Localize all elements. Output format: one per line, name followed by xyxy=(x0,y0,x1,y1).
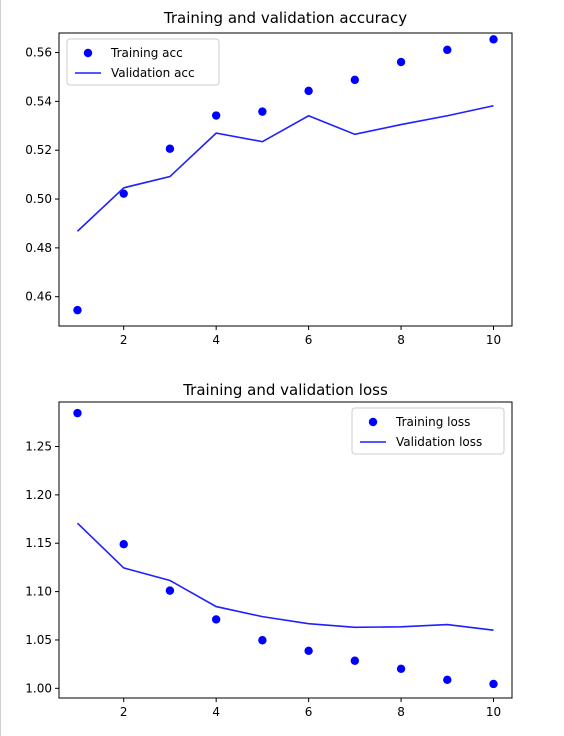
series-line-validation-acc xyxy=(76,104,494,232)
x-tick-label: 8 xyxy=(397,333,405,347)
data-point-training-acc xyxy=(396,57,406,67)
data-point-training-loss xyxy=(258,636,267,645)
data-point-training-loss xyxy=(443,675,452,685)
plot-frame xyxy=(58,32,513,327)
y-tick-label: 1.15 xyxy=(25,536,52,550)
x-tick-label: 4 xyxy=(212,333,220,347)
data-point-training-loss xyxy=(119,539,128,549)
legend-label: Validation acc xyxy=(111,66,195,80)
data-point-training-acc xyxy=(119,189,128,198)
y-tick-label: 0.56 xyxy=(25,46,52,60)
x-tick-label: 4 xyxy=(212,705,220,719)
x-tick-label: 8 xyxy=(397,705,405,719)
plot-frame xyxy=(58,401,513,699)
data-point-training-acc xyxy=(489,35,498,44)
data-point-training-acc xyxy=(304,86,313,96)
x-tick-label: 6 xyxy=(305,333,313,347)
y-tick-label: 1.05 xyxy=(25,633,52,647)
y-tick-label: 1.25 xyxy=(25,439,52,453)
y-tick-label: 1.10 xyxy=(25,585,52,599)
y-tick-label: 0.52 xyxy=(25,143,52,157)
x-tick-label: 6 xyxy=(305,705,313,719)
legend-box xyxy=(351,407,505,455)
chart-loss: Training and validation loss 2 4 6 8 10 1.00 1.… xyxy=(25,381,513,719)
y-tick-label: 1.00 xyxy=(25,681,52,695)
series-line-validation-loss xyxy=(76,522,494,631)
data-point-training-loss xyxy=(350,656,360,665)
y-tick-label: 0.54 xyxy=(25,94,52,108)
data-point-training-loss xyxy=(304,646,313,655)
y-tick-label: 1.20 xyxy=(25,488,52,502)
data-point-training-loss xyxy=(73,408,82,418)
data-point-training-loss xyxy=(489,679,498,689)
data-point-training-acc xyxy=(165,144,175,153)
data-point-training-acc xyxy=(350,75,360,85)
legend-marker-dot xyxy=(83,48,93,58)
data-point-training-loss xyxy=(165,586,175,595)
chart-title: Training and validation accuracy xyxy=(163,9,407,27)
data-point-training-acc xyxy=(443,45,452,55)
chart-title: Training and validation loss xyxy=(182,381,388,399)
legend-marker-dot xyxy=(368,417,378,427)
y-tick-label: 0.46 xyxy=(25,290,52,304)
y-tick-label: 0.48 xyxy=(25,241,52,255)
data-point-training-acc xyxy=(211,111,221,120)
legend-box xyxy=(66,38,220,86)
data-point-training-acc xyxy=(258,107,267,116)
x-tick-label: 2 xyxy=(120,705,128,719)
data-point-training-loss xyxy=(211,615,221,624)
y-tick-label: 0.50 xyxy=(25,192,52,206)
legend-label: Training loss xyxy=(395,415,470,429)
chart-accuracy: Training and validation accuracy 2 4 6 8 10 0.… xyxy=(25,9,513,347)
x-tick-label: 10 xyxy=(486,333,501,347)
x-tick-label: 10 xyxy=(486,705,501,719)
legend-label: Training acc xyxy=(110,46,183,60)
data-point-training-loss xyxy=(396,664,406,673)
x-tick-label: 2 xyxy=(120,333,128,347)
legend-label: Validation loss xyxy=(396,435,482,449)
data-point-training-acc xyxy=(73,305,82,315)
